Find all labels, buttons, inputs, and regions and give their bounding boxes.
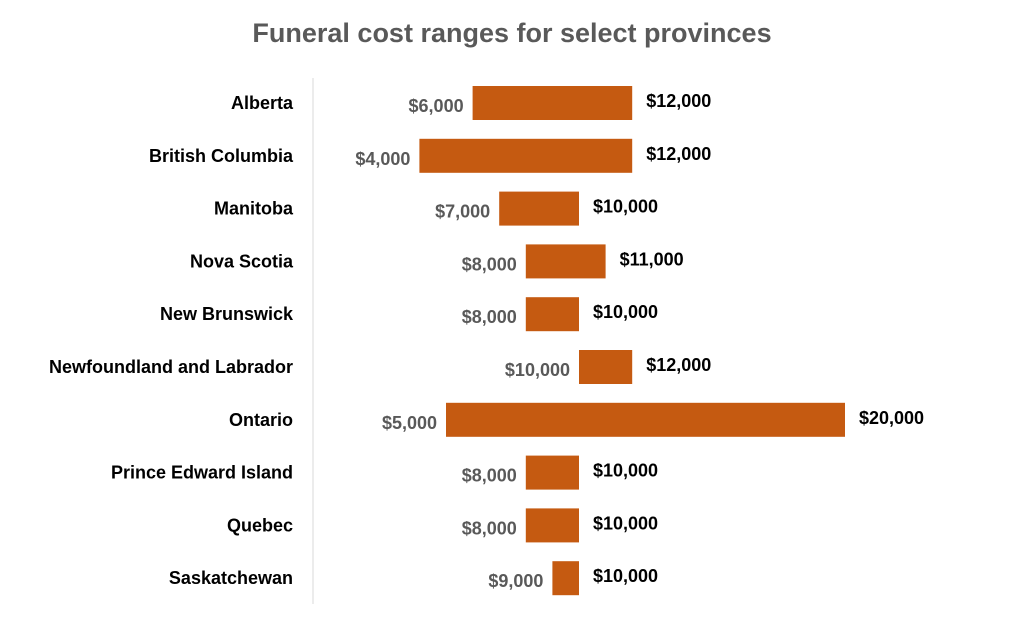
range-bar (525, 455, 579, 490)
min-data-label: $8,000 (462, 307, 517, 327)
min-data-label: $8,000 (462, 254, 517, 274)
max-data-label: $10,000 (593, 197, 658, 217)
max-data-label: $12,000 (646, 355, 711, 375)
min-data-label: $9,000 (488, 571, 543, 591)
range-bar (419, 138, 633, 173)
min-data-label: $4,000 (355, 149, 410, 169)
category-label: Ontario (229, 410, 293, 430)
category-label: Newfoundland and Labrador (49, 357, 293, 377)
max-data-label: $12,000 (646, 144, 711, 164)
max-data-label: $10,000 (593, 566, 658, 586)
range-bar (579, 350, 633, 384)
category-label: Quebec (227, 515, 293, 535)
min-data-label: $8,000 (462, 466, 517, 486)
min-data-label: $6,000 (409, 96, 464, 116)
range-bar (499, 191, 579, 226)
chart-title: Funeral cost ranges for select provinces (252, 18, 771, 48)
category-label: Saskatchewan (169, 568, 293, 588)
max-data-label: $20,000 (859, 408, 924, 428)
category-label: British Columbia (149, 146, 294, 166)
range-bar (525, 244, 606, 279)
min-data-label: $8,000 (462, 518, 517, 538)
range-bar (472, 86, 633, 120)
range-bar (525, 297, 579, 332)
range-bar (525, 508, 579, 543)
max-data-label: $12,000 (646, 91, 711, 111)
max-data-label: $10,000 (593, 461, 658, 481)
category-label: Nova Scotia (190, 251, 294, 271)
category-label: Manitoba (214, 199, 294, 219)
min-data-label: $7,000 (435, 202, 490, 222)
category-label: New Brunswick (160, 304, 294, 324)
max-data-label: $11,000 (620, 249, 684, 269)
max-data-label: $10,000 (593, 302, 658, 322)
range-bar (446, 402, 845, 437)
category-label: Alberta (231, 93, 294, 113)
max-data-label: $10,000 (593, 513, 658, 533)
range-bar (552, 561, 579, 596)
min-data-label: $5,000 (382, 413, 437, 433)
category-label: Prince Edward Island (111, 463, 293, 483)
min-data-label: $10,000 (505, 360, 570, 380)
